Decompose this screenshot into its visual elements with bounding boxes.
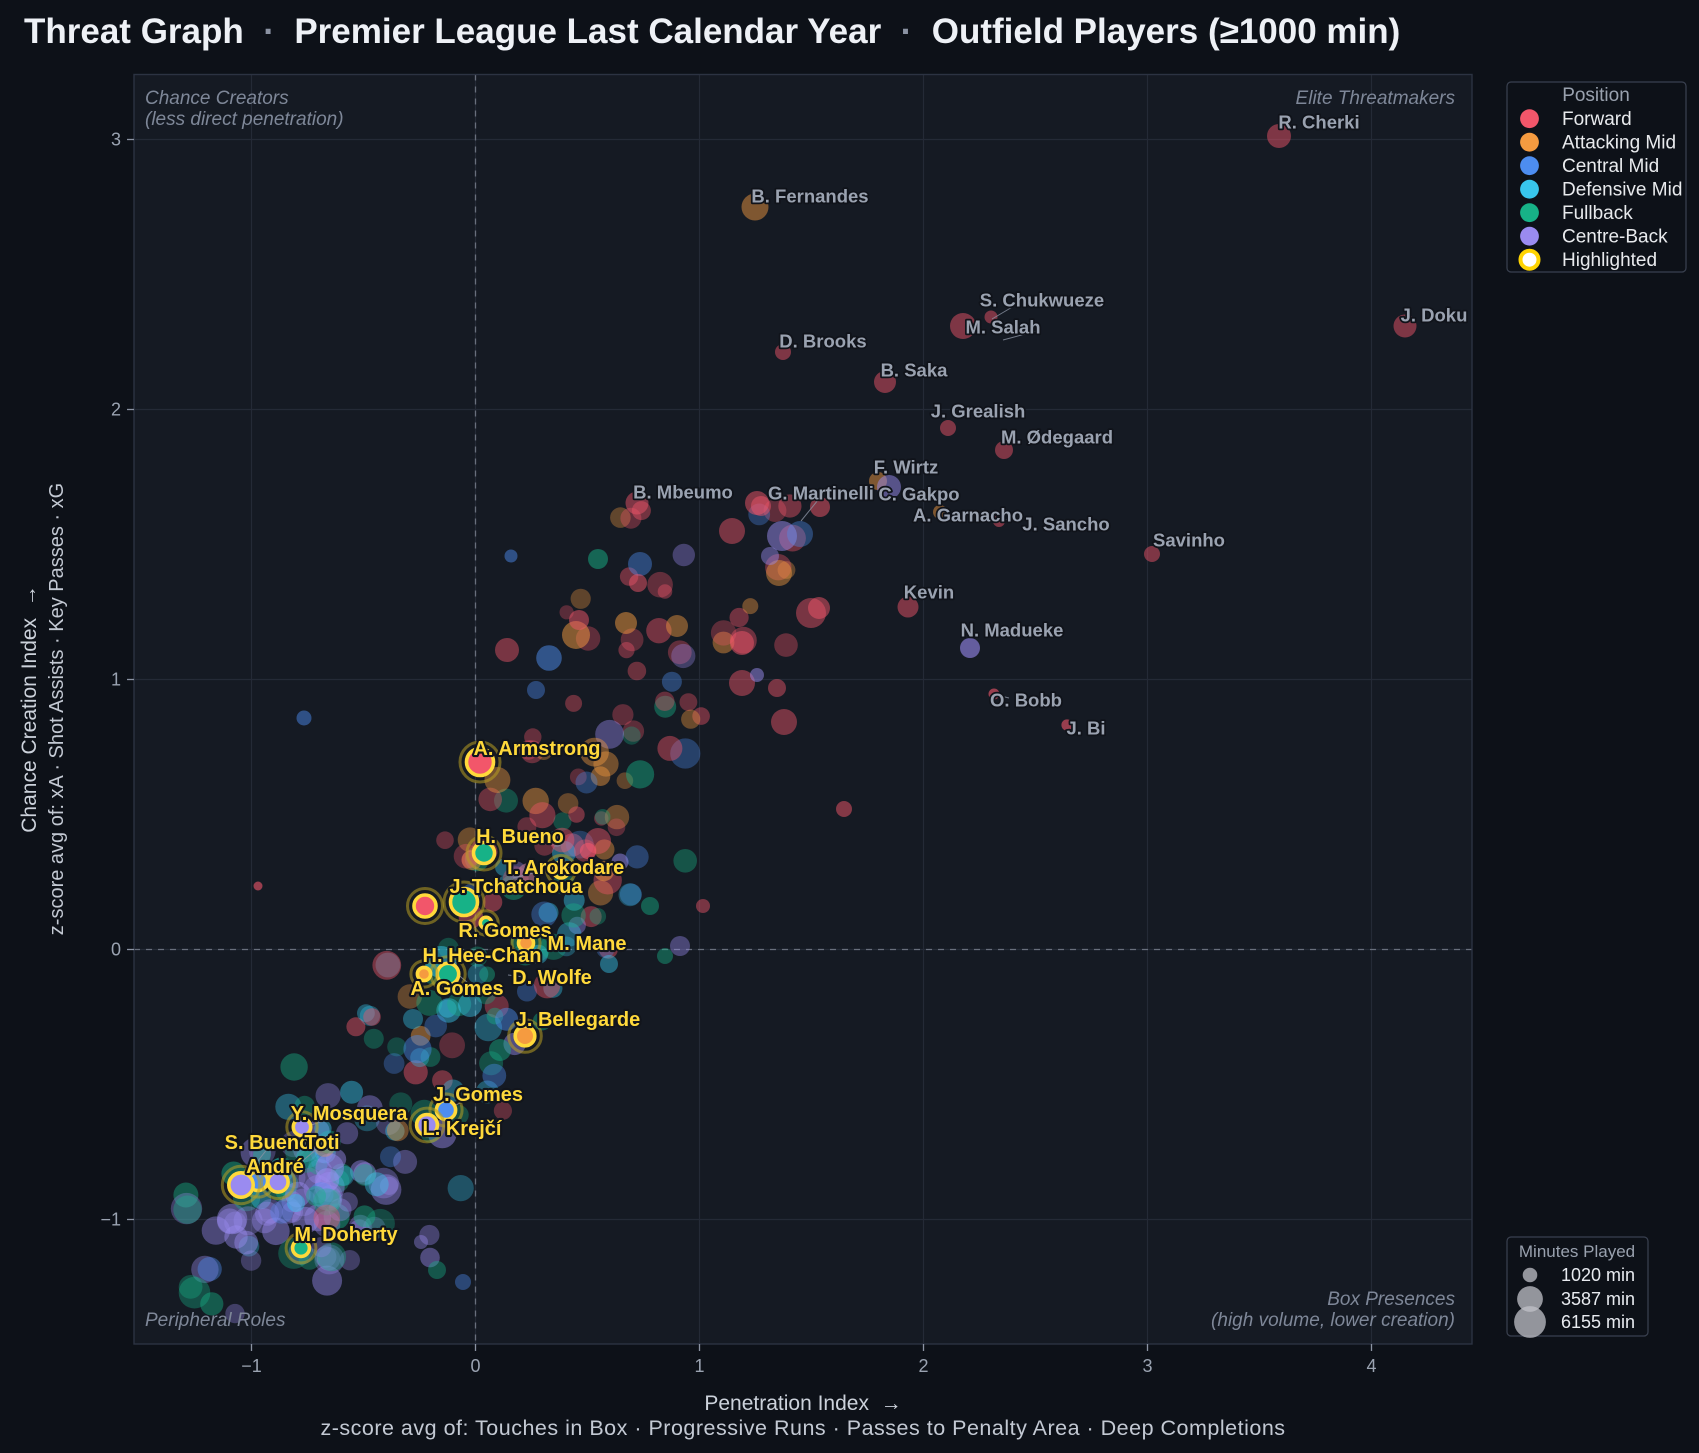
svg-text:Toti: Toti	[304, 1132, 339, 1154]
svg-text:J. Bi: J. Bi	[1066, 718, 1105, 739]
svg-text:3: 3	[111, 130, 121, 150]
svg-text:4: 4	[1366, 1356, 1376, 1376]
svg-text:H. Hee-Chan: H. Hee-Chan	[423, 945, 542, 967]
svg-text:0: 0	[470, 1356, 480, 1376]
svg-text:Chance Creation Index →: Chance Creation Index →	[18, 585, 41, 832]
svg-text:1: 1	[111, 670, 121, 690]
svg-text:S. Chukwueze: S. Chukwueze	[980, 290, 1104, 311]
svg-text:Highlighted: Highlighted	[1562, 250, 1657, 271]
svg-text:Penetration Index →: Penetration Index →	[704, 1392, 901, 1415]
svg-text:J. Doku: J. Doku	[1401, 305, 1468, 326]
svg-text:Centre-Back: Centre-Back	[1562, 227, 1668, 248]
svg-text:3: 3	[1142, 1356, 1152, 1376]
svg-text:N. Madueke: N. Madueke	[961, 620, 1064, 641]
svg-text:A. Garnacho: A. Garnacho	[913, 505, 1023, 526]
svg-text:André: André	[246, 1156, 304, 1178]
svg-text:Threat Graph · Premier Leagu: Threat Graph · Premier League Last Calen…	[24, 12, 1400, 51]
svg-text:−1: −1	[100, 1210, 121, 1230]
svg-text:−1: −1	[241, 1356, 262, 1376]
svg-text:B. Fernandes: B. Fernandes	[751, 186, 868, 207]
svg-text:Central Mid: Central Mid	[1562, 156, 1659, 177]
svg-text:F. Wirtz: F. Wirtz	[874, 457, 939, 478]
svg-text:6155 min: 6155 min	[1561, 1312, 1635, 1332]
svg-text:Box Presences: Box Presences	[1327, 1289, 1455, 1310]
svg-text:J. Sancho: J. Sancho	[1022, 514, 1109, 535]
svg-text:B. Saka: B. Saka	[881, 360, 949, 381]
svg-text:L. Krejčí: L. Krejčí	[423, 1118, 503, 1140]
svg-text:(less direct penetration): (less direct penetration)	[145, 109, 344, 130]
svg-text:J. Tchatchoua: J. Tchatchoua	[450, 876, 584, 898]
svg-text:Position: Position	[1562, 85, 1630, 106]
svg-text:R. Gomes: R. Gomes	[458, 920, 551, 942]
svg-text:z-score avg of: xA · Shot Assi: z-score avg of: xA · Shot Assists · Key …	[46, 483, 68, 935]
svg-text:T. Arokodare: T. Arokodare	[504, 857, 624, 879]
svg-text:3587 min: 3587 min	[1561, 1289, 1635, 1309]
svg-text:(high volume, lower creation): (high volume, lower creation)	[1211, 1310, 1455, 1331]
svg-text:z-score avg of: Touches in Box: z-score avg of: Touches in Box · Progres…	[320, 1416, 1285, 1440]
svg-text:Defensive Mid: Defensive Mid	[1562, 180, 1682, 201]
svg-text:M. Doherty: M. Doherty	[294, 1224, 398, 1246]
svg-text:O. Bobb: O. Bobb	[990, 690, 1062, 711]
svg-text:M. Ødegaard: M. Ødegaard	[1001, 427, 1113, 448]
svg-text:A. Armstrong: A. Armstrong	[473, 738, 600, 760]
svg-text:0: 0	[111, 940, 121, 960]
svg-text:Savinho: Savinho	[1153, 530, 1225, 551]
svg-text:Fullback: Fullback	[1562, 203, 1633, 224]
svg-text:Kevin: Kevin	[904, 582, 954, 603]
svg-text:J. Bellegarde: J. Bellegarde	[516, 1009, 641, 1031]
svg-text:J. Grealish: J. Grealish	[931, 401, 1026, 422]
svg-text:1: 1	[694, 1356, 704, 1376]
svg-text:M. Salah: M. Salah	[965, 317, 1040, 338]
svg-text:Minutes Played: Minutes Played	[1519, 1242, 1635, 1261]
svg-text:Elite Threatmakers: Elite Threatmakers	[1296, 88, 1456, 109]
svg-text:Forward: Forward	[1562, 109, 1632, 130]
svg-text:A. Gomes: A. Gomes	[410, 978, 503, 1000]
svg-text:1020 min: 1020 min	[1561, 1265, 1635, 1285]
svg-text:M. Mane: M. Mane	[548, 933, 627, 955]
svg-text:2: 2	[918, 1356, 928, 1376]
svg-text:R. Cherki: R. Cherki	[1278, 112, 1359, 133]
svg-text:Attacking Mid: Attacking Mid	[1562, 133, 1676, 154]
svg-text:2: 2	[111, 400, 121, 420]
svg-text:B. Mbeumo: B. Mbeumo	[633, 482, 733, 503]
svg-text:D. Brooks: D. Brooks	[779, 331, 866, 352]
svg-text:H. Bueno: H. Bueno	[476, 826, 564, 848]
svg-text:D. Wolfe: D. Wolfe	[512, 967, 592, 989]
svg-text:G. Martinelli: G. Martinelli	[768, 483, 874, 504]
svg-text:S. Bueno: S. Bueno	[225, 1132, 312, 1154]
svg-text:J. Gomes: J. Gomes	[433, 1084, 523, 1106]
svg-text:Y. Mosquera: Y. Mosquera	[291, 1103, 409, 1125]
svg-text:C. Gakpo: C. Gakpo	[878, 484, 959, 505]
svg-text:Chance Creators: Chance Creators	[145, 88, 289, 109]
svg-text:Peripheral Roles: Peripheral Roles	[145, 1310, 286, 1331]
